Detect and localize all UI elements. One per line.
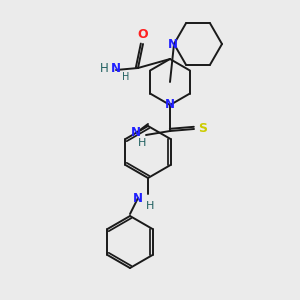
- Text: N: N: [133, 191, 143, 205]
- Text: H: H: [138, 138, 146, 148]
- Text: N: N: [111, 62, 121, 76]
- Text: N: N: [168, 38, 178, 50]
- Text: H: H: [122, 72, 130, 82]
- Text: O: O: [138, 28, 148, 41]
- Text: S: S: [199, 122, 208, 136]
- Text: N: N: [131, 127, 141, 140]
- Text: H: H: [100, 62, 108, 76]
- Text: H: H: [146, 201, 154, 211]
- Text: N: N: [165, 98, 175, 112]
